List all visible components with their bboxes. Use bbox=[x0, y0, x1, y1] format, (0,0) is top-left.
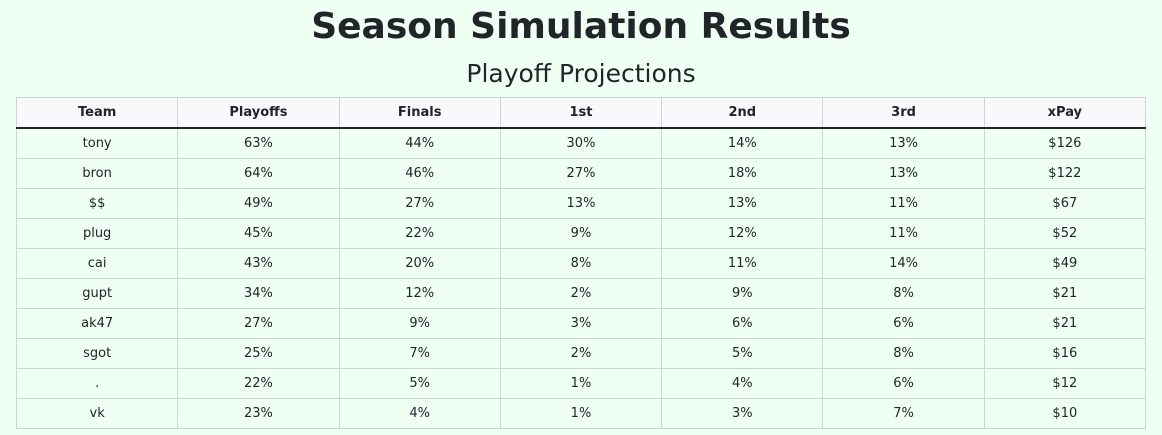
column-header-xpay: xPay bbox=[983, 97, 1147, 129]
cell-xpay: $12 bbox=[983, 368, 1147, 399]
table-row: gupt 34% 12% 2% 9% 8% $21 bbox=[15, 278, 1147, 309]
table-row: tony 63% 44% 30% 14% 13% $126 bbox=[15, 127, 1147, 159]
table-row: cai 43% 20% 8% 11% 14% $49 bbox=[15, 248, 1147, 279]
cell-playoffs: 45% bbox=[177, 218, 340, 249]
cell-finals: 9% bbox=[338, 308, 501, 339]
cell-third: 8% bbox=[822, 278, 985, 309]
cell-playoffs: 43% bbox=[177, 248, 340, 279]
cell-third: 6% bbox=[822, 368, 985, 399]
page-subtitle: Playoff Projections bbox=[466, 59, 696, 88]
cell-second: 18% bbox=[661, 158, 824, 189]
cell-first: 8% bbox=[499, 248, 663, 279]
page-title: Season Simulation Results bbox=[311, 6, 851, 47]
cell-playoffs: 64% bbox=[177, 158, 340, 189]
cell-first: 1% bbox=[499, 368, 663, 399]
table-body: tony 63% 44% 30% 14% 13% $126 bron 64% 46% 27% 18% 1… bbox=[15, 127, 1147, 429]
cell-second: 14% bbox=[661, 127, 824, 159]
cell-second: 9% bbox=[661, 278, 824, 309]
cell-third: 11% bbox=[822, 218, 985, 249]
cell-team: sgot bbox=[15, 338, 179, 369]
cell-third: 7% bbox=[822, 398, 985, 429]
cell-xpay: $49 bbox=[983, 248, 1147, 279]
cell-finals: 44% bbox=[338, 127, 501, 159]
column-header-playoffs: Playoffs bbox=[177, 97, 340, 129]
cell-second: 12% bbox=[661, 218, 824, 249]
cell-finals: 27% bbox=[338, 188, 501, 219]
cell-third: 13% bbox=[822, 127, 985, 159]
cell-xpay: $122 bbox=[983, 158, 1147, 189]
cell-playoffs: 63% bbox=[177, 127, 340, 159]
cell-team: ak47 bbox=[15, 308, 179, 339]
table-row: ak47 27% 9% 3% 6% 6% $21 bbox=[15, 308, 1147, 339]
table-row: bron 64% 46% 27% 18% 13% $122 bbox=[15, 158, 1147, 189]
cell-second: 4% bbox=[661, 368, 824, 399]
cell-playoffs: 27% bbox=[177, 308, 340, 339]
cell-first: 27% bbox=[499, 158, 663, 189]
table-row: . 22% 5% 1% 4% 6% $12 bbox=[15, 368, 1147, 399]
column-header-1st: 1st bbox=[499, 97, 663, 129]
cell-xpay: $21 bbox=[983, 278, 1147, 309]
table-row: plug 45% 22% 9% 12% 11% $52 bbox=[15, 218, 1147, 249]
cell-first: 3% bbox=[499, 308, 663, 339]
cell-first: 2% bbox=[499, 278, 663, 309]
table-row: sgot 25% 7% 2% 5% 8% $16 bbox=[15, 338, 1147, 369]
cell-team: gupt bbox=[15, 278, 179, 309]
cell-xpay: $16 bbox=[983, 338, 1147, 369]
cell-team: tony bbox=[15, 127, 179, 159]
column-header-team: Team bbox=[15, 97, 179, 129]
cell-playoffs: 34% bbox=[177, 278, 340, 309]
cell-team: $$ bbox=[15, 188, 179, 219]
cell-first: 9% bbox=[499, 218, 663, 249]
table-row: $$ 49% 27% 13% 13% 11% $67 bbox=[15, 188, 1147, 219]
cell-team: bron bbox=[15, 158, 179, 189]
cell-finals: 12% bbox=[338, 278, 501, 309]
table-header-row: Team Playoffs Finals 1st 2nd 3rd xPay bbox=[15, 97, 1147, 129]
cell-playoffs: 22% bbox=[177, 368, 340, 399]
cell-second: 11% bbox=[661, 248, 824, 279]
cell-team: vk bbox=[15, 398, 179, 429]
cell-third: 13% bbox=[822, 158, 985, 189]
cell-xpay: $10 bbox=[983, 398, 1147, 429]
cell-first: 1% bbox=[499, 398, 663, 429]
cell-third: 11% bbox=[822, 188, 985, 219]
cell-third: 6% bbox=[822, 308, 985, 339]
cell-second: 5% bbox=[661, 338, 824, 369]
cell-xpay: $52 bbox=[983, 218, 1147, 249]
column-header-3rd: 3rd bbox=[822, 97, 985, 129]
cell-finals: 7% bbox=[338, 338, 501, 369]
cell-third: 8% bbox=[822, 338, 985, 369]
table-row: vk 23% 4% 1% 3% 7% $10 bbox=[15, 398, 1147, 429]
cell-finals: 4% bbox=[338, 398, 501, 429]
cell-first: 2% bbox=[499, 338, 663, 369]
projections-table: Team Playoffs Finals 1st 2nd 3rd xPay to… bbox=[15, 97, 1147, 429]
cell-first: 30% bbox=[499, 127, 663, 159]
cell-second: 6% bbox=[661, 308, 824, 339]
cell-finals: 22% bbox=[338, 218, 501, 249]
cell-team: . bbox=[15, 368, 179, 399]
cell-playoffs: 23% bbox=[177, 398, 340, 429]
cell-first: 13% bbox=[499, 188, 663, 219]
cell-playoffs: 49% bbox=[177, 188, 340, 219]
cell-second: 13% bbox=[661, 188, 824, 219]
cell-third: 14% bbox=[822, 248, 985, 279]
column-header-2nd: 2nd bbox=[661, 97, 824, 129]
cell-xpay: $126 bbox=[983, 127, 1147, 159]
cell-finals: 46% bbox=[338, 158, 501, 189]
cell-playoffs: 25% bbox=[177, 338, 340, 369]
cell-xpay: $21 bbox=[983, 308, 1147, 339]
cell-team: cai bbox=[15, 248, 179, 279]
cell-team: plug bbox=[15, 218, 179, 249]
cell-second: 3% bbox=[661, 398, 824, 429]
cell-finals: 20% bbox=[338, 248, 501, 279]
cell-finals: 5% bbox=[338, 368, 501, 399]
cell-xpay: $67 bbox=[983, 188, 1147, 219]
column-header-finals: Finals bbox=[338, 97, 501, 129]
